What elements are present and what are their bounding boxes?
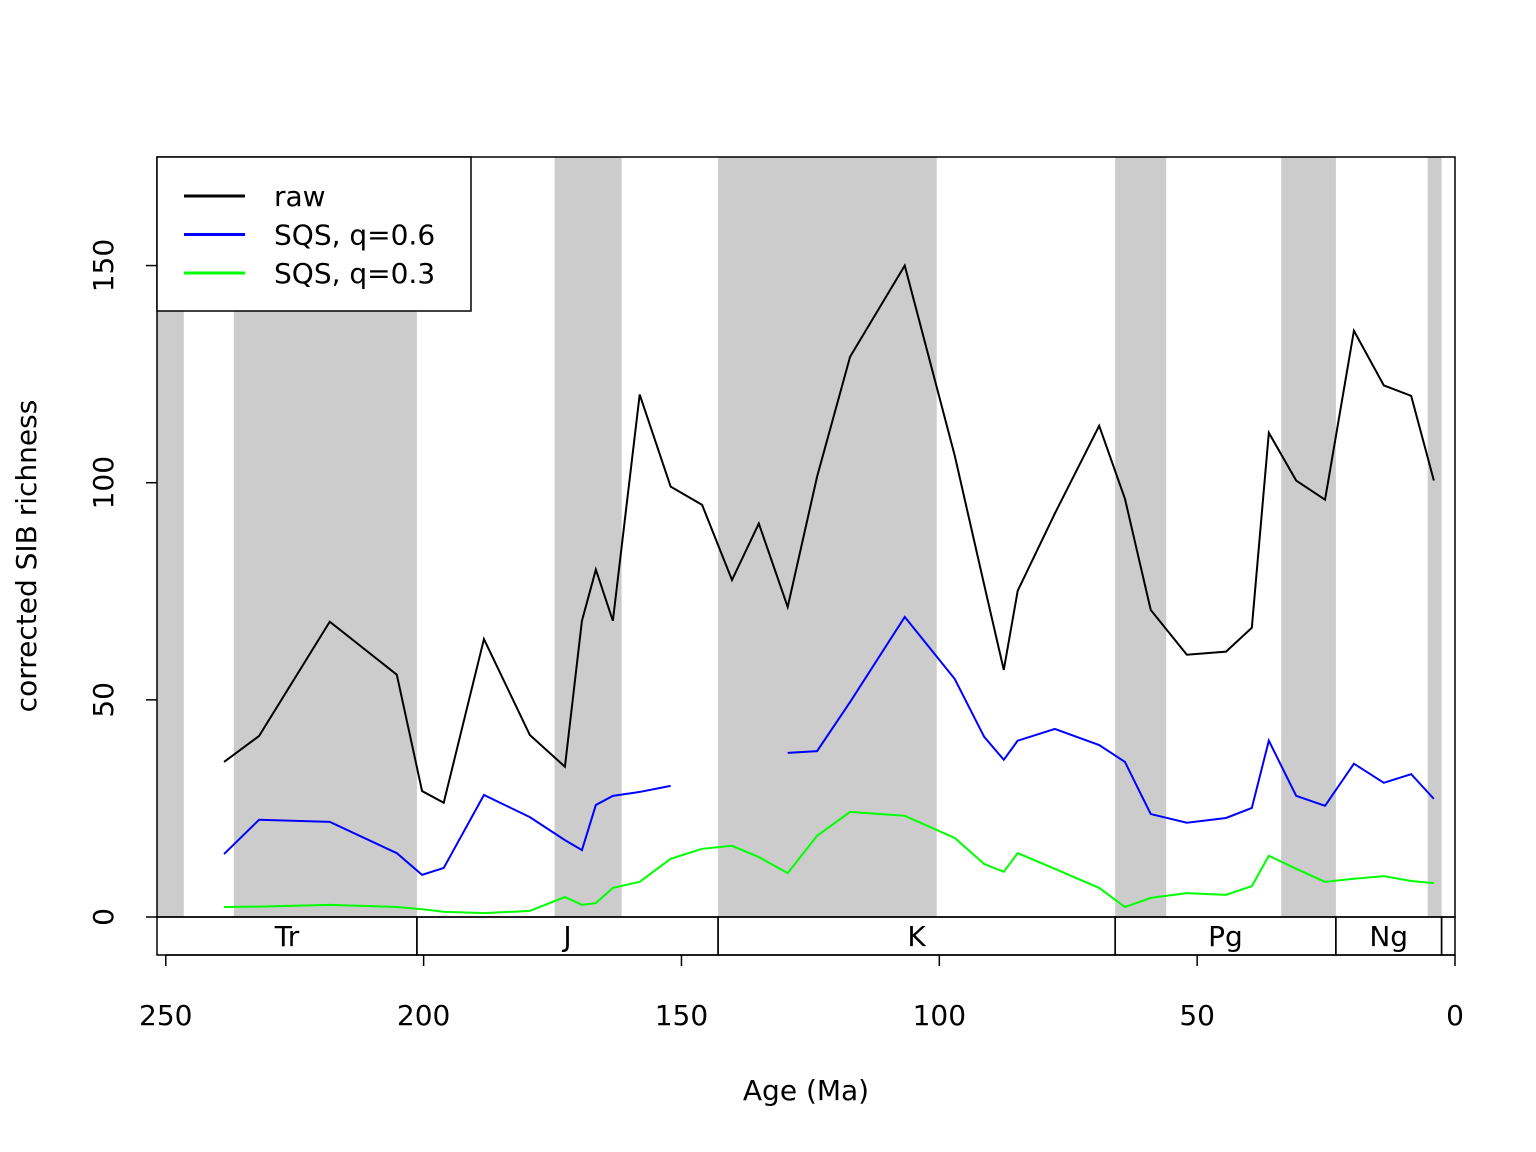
shaded-interval [554,157,622,917]
plot-frame [156,156,1456,918]
period-label: Ng [1369,920,1408,953]
shaded-interval [1281,157,1336,917]
period-label: J [561,920,571,953]
period-box [1440,916,1456,956]
y-tick-label: 0 [87,908,120,926]
x-tick-label: 100 [913,999,966,1032]
y-tick-label: 50 [87,682,120,718]
x-tick-label: 200 [397,999,450,1032]
x-tick-label: 50 [1179,999,1215,1032]
shaded-interval [1427,157,1442,917]
y-axis-label: corrected SIB richness [10,400,43,713]
period-label: K [907,920,926,953]
data-line [223,615,1435,876]
x-tick-label: 250 [139,999,192,1032]
legend-label: SQS, q=0.6 [274,219,435,252]
legend: raw SQS, q=0.6 SQS, q=0.3 [156,156,472,312]
x-axis-label: Age (Ma) [743,1074,869,1107]
period-label: Pg [1208,920,1243,953]
shaded-interval [1115,157,1167,917]
x-tick-label: 0 [1446,999,1464,1032]
x-tick-label: 150 [655,999,708,1032]
legend-label: raw [274,180,326,213]
legend-label: SQS, q=0.3 [274,257,435,290]
data-line [223,263,1435,805]
data-line [224,810,1434,915]
y-tick-label: 150 [87,239,120,292]
shaded-interval [718,157,937,917]
period-label: Tr [274,920,300,953]
y-tick-label: 100 [87,456,120,509]
